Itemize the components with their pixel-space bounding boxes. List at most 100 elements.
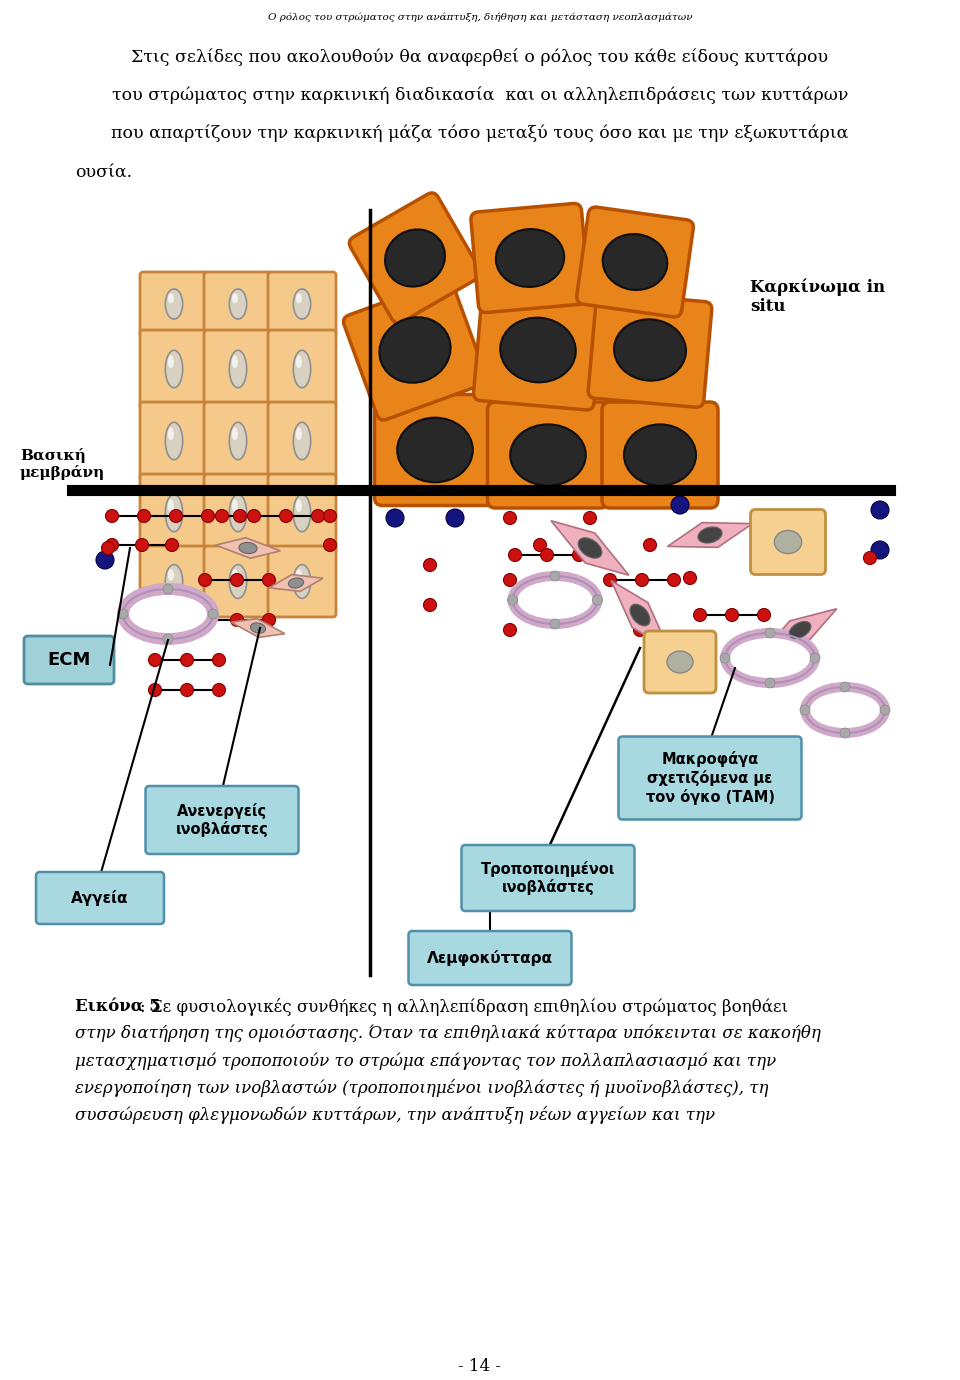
Circle shape: [757, 609, 771, 621]
Circle shape: [550, 571, 560, 581]
Circle shape: [667, 574, 681, 586]
Ellipse shape: [720, 628, 820, 689]
Circle shape: [726, 609, 738, 621]
Circle shape: [800, 705, 810, 715]
Circle shape: [102, 541, 114, 555]
Polygon shape: [269, 574, 324, 592]
Circle shape: [96, 551, 114, 569]
Ellipse shape: [624, 425, 696, 486]
Circle shape: [584, 584, 596, 596]
Circle shape: [863, 552, 876, 564]
Circle shape: [503, 512, 516, 524]
Ellipse shape: [168, 428, 174, 440]
Ellipse shape: [296, 428, 302, 440]
Circle shape: [180, 683, 194, 697]
Text: στην διατήρηση της ομοιόστασης. Όταν τα επιθηλιακά κύτταρα υπόκεινται σε κακοήθη: στην διατήρηση της ομοιόστασης. Όταν τα …: [75, 1025, 821, 1042]
FancyBboxPatch shape: [204, 272, 272, 335]
Text: Μακροφάγα
σχετιζόμενα με
τον όγκο (ΤΑΜ): Μακροφάγα σχετιζόμενα με τον όγκο (ΤΑΜ): [645, 751, 775, 805]
Circle shape: [311, 509, 324, 523]
Ellipse shape: [294, 494, 311, 531]
FancyBboxPatch shape: [204, 473, 272, 552]
FancyBboxPatch shape: [374, 395, 495, 505]
Circle shape: [636, 574, 649, 586]
Text: Στις σελίδες που ακολουθούν θα αναφερθεί ο ρόλος του κάθε είδους κυττάρου: Στις σελίδες που ακολουθούν θα αναφερθεί…: [132, 48, 828, 66]
Polygon shape: [612, 581, 669, 650]
Circle shape: [230, 614, 244, 627]
Ellipse shape: [165, 564, 182, 599]
Circle shape: [871, 501, 889, 519]
Circle shape: [324, 509, 337, 523]
FancyBboxPatch shape: [204, 402, 272, 480]
Ellipse shape: [578, 538, 602, 558]
Ellipse shape: [508, 571, 603, 629]
Text: Βασική
μεμβράνη: Βασική μεμβράνη: [20, 448, 106, 480]
Circle shape: [163, 584, 173, 593]
Circle shape: [233, 509, 247, 523]
FancyBboxPatch shape: [644, 631, 716, 693]
Circle shape: [643, 538, 657, 552]
Circle shape: [671, 495, 689, 513]
FancyBboxPatch shape: [602, 402, 718, 508]
Circle shape: [215, 509, 228, 523]
FancyBboxPatch shape: [473, 290, 603, 410]
Ellipse shape: [117, 582, 219, 644]
Text: Αγγεία: Αγγεία: [71, 890, 129, 907]
Ellipse shape: [789, 621, 811, 639]
Circle shape: [720, 653, 730, 662]
FancyBboxPatch shape: [140, 402, 208, 480]
Polygon shape: [216, 538, 280, 559]
Circle shape: [135, 538, 149, 552]
Ellipse shape: [288, 578, 303, 588]
Ellipse shape: [239, 542, 257, 553]
FancyBboxPatch shape: [344, 280, 487, 420]
Circle shape: [423, 599, 437, 611]
Circle shape: [279, 509, 293, 523]
Ellipse shape: [294, 564, 311, 599]
Ellipse shape: [168, 500, 174, 512]
Ellipse shape: [168, 569, 174, 581]
Circle shape: [149, 654, 161, 667]
FancyBboxPatch shape: [349, 193, 481, 323]
Circle shape: [604, 574, 616, 586]
Ellipse shape: [510, 425, 586, 486]
Ellipse shape: [229, 494, 247, 531]
FancyBboxPatch shape: [577, 207, 693, 317]
Circle shape: [765, 628, 775, 638]
Circle shape: [446, 509, 464, 527]
FancyBboxPatch shape: [268, 330, 336, 408]
Circle shape: [509, 548, 521, 562]
Ellipse shape: [500, 317, 576, 382]
Ellipse shape: [614, 319, 686, 381]
Circle shape: [324, 538, 337, 552]
Ellipse shape: [129, 595, 207, 633]
Ellipse shape: [229, 422, 247, 460]
FancyBboxPatch shape: [268, 473, 336, 552]
Ellipse shape: [165, 351, 182, 388]
Text: συσσώρευση φλεγμονωδών κυττάρων, την ανάπτυξη νέων αγγείων και την: συσσώρευση φλεγμονωδών κυττάρων, την ανά…: [75, 1105, 715, 1123]
Ellipse shape: [385, 229, 444, 287]
FancyBboxPatch shape: [488, 402, 609, 508]
Text: μετασχηματισμό τροποποιούν το στρώμα επάγοντας τον πολλαπλασιασμό και την: μετασχηματισμό τροποποιούν το στρώμα επά…: [75, 1052, 777, 1070]
FancyBboxPatch shape: [268, 272, 336, 335]
Ellipse shape: [775, 530, 802, 553]
FancyBboxPatch shape: [588, 293, 711, 407]
Ellipse shape: [231, 355, 238, 368]
Circle shape: [693, 609, 707, 621]
Text: Ο ρόλος του στρώματος στην ανάπτυξη, διήθηση και μετάσταση νεοπλασμάτων: Ο ρόλος του στρώματος στην ανάπτυξη, διή…: [268, 12, 692, 22]
Circle shape: [212, 683, 226, 697]
Circle shape: [584, 512, 596, 524]
Text: : Σε φυσιολογικές συνθήκες η αλληλεπίδραση επιθηλίου στρώματος βοηθάει: : Σε φυσιολογικές συνθήκες η αλληλεπίδρα…: [140, 998, 788, 1016]
Circle shape: [540, 548, 554, 562]
Circle shape: [840, 729, 850, 738]
Ellipse shape: [168, 355, 174, 368]
Text: Εικόνα 5: Εικόνα 5: [75, 998, 160, 1016]
Ellipse shape: [294, 422, 311, 460]
Ellipse shape: [296, 355, 302, 368]
FancyBboxPatch shape: [751, 509, 826, 574]
Ellipse shape: [810, 691, 880, 729]
FancyBboxPatch shape: [140, 330, 208, 408]
Circle shape: [262, 574, 276, 586]
Circle shape: [156, 591, 174, 609]
Ellipse shape: [231, 500, 238, 512]
FancyBboxPatch shape: [140, 473, 208, 552]
